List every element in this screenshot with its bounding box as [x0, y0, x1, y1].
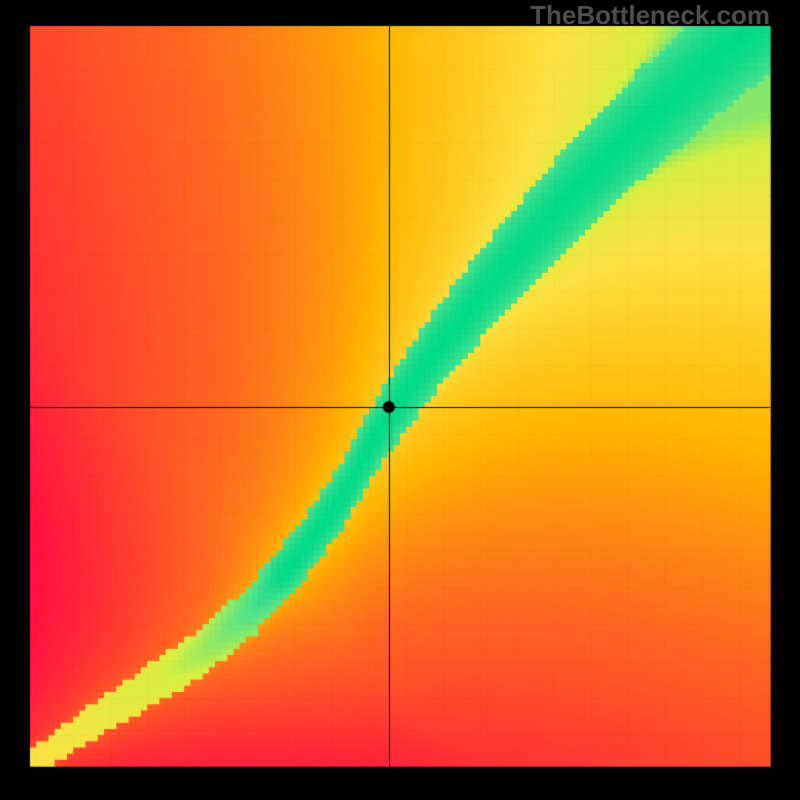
bottleneck-heatmap	[0, 0, 800, 800]
watermark-text: TheBottleneck.com	[530, 0, 770, 31]
chart-container: TheBottleneck.com	[0, 0, 800, 800]
